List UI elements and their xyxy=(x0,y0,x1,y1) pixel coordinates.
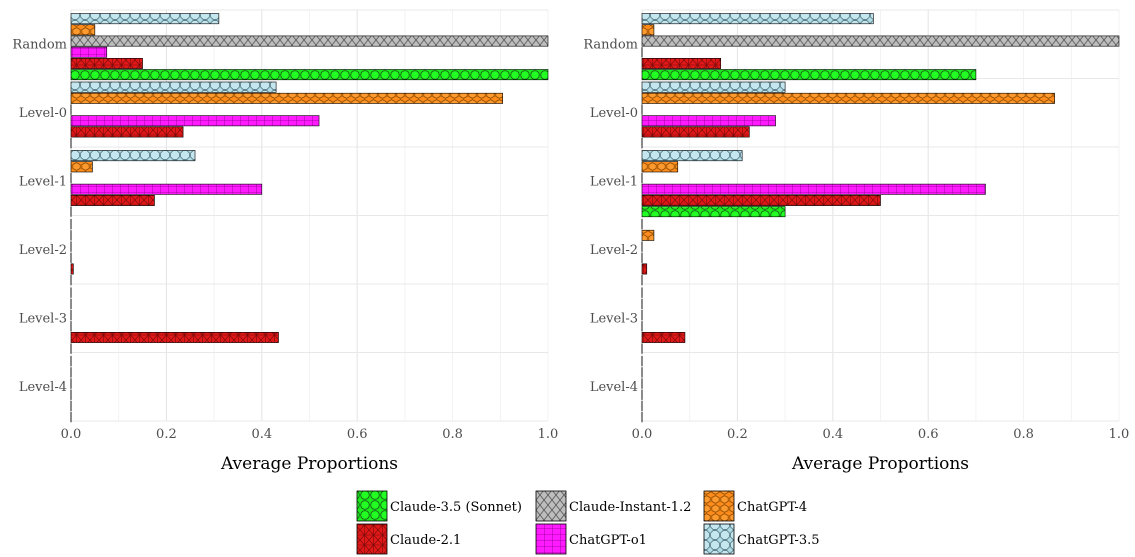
bar-claude-2-1-level-1 xyxy=(70,195,155,206)
category-label: Level-3 xyxy=(590,311,638,326)
bar-claude-2-1-level-1 xyxy=(641,195,881,206)
legend-label: ChatGPT-o1 xyxy=(569,533,647,548)
bar-chatgpt-4-level-1 xyxy=(70,161,93,173)
category-label: Level-0 xyxy=(19,106,67,121)
legend-label: ChatGPT-3.5 xyxy=(737,533,820,548)
chart-panel-1: Random Level-0 Level-1 Level-2 Level-3 Level-… xyxy=(12,9,559,474)
x-tick-label: 0.8 xyxy=(1013,427,1034,442)
bar-chatgpt-4-level-2 xyxy=(641,229,655,241)
chart-panel-2: Random Level-0 Level-1 Level-2 Level-3 Level-… xyxy=(583,9,1130,474)
legend-item-chatgpt-3-5: ChatGPT-3.5 xyxy=(703,523,820,555)
legend-item-claude-2-1: Claude-2.1 xyxy=(356,523,461,555)
legend-label: Claude-Instant-1.2 xyxy=(569,500,691,515)
bar-chatgpt-3-5-level-1 xyxy=(70,150,196,162)
bar-chatgpt-4-level-0 xyxy=(70,92,503,104)
bar-claude-3-5-sonnet-random xyxy=(70,69,549,81)
legend-label: Claude-2.1 xyxy=(390,533,461,548)
category-label: Level-2 xyxy=(19,243,67,258)
x-tick-label: 0.2 xyxy=(156,427,177,442)
bar-claude-2-1-level-0 xyxy=(70,126,184,138)
bar-chatgpt-o1-level-1 xyxy=(641,183,986,195)
x-tick-label: 1.0 xyxy=(538,427,559,442)
category-label: Level-0 xyxy=(590,106,638,121)
bar-claude-2-1-level-2 xyxy=(641,263,648,275)
legend-label: ChatGPT-4 xyxy=(737,500,807,515)
category-label: Level-4 xyxy=(590,380,638,395)
x-tick-label: 0.0 xyxy=(632,427,653,442)
category-label: Level-1 xyxy=(19,174,67,189)
x-tick-label: 1.0 xyxy=(1109,427,1130,442)
category-label: Random xyxy=(583,37,638,52)
x-tick-label: 0.8 xyxy=(442,427,463,442)
bar-chatgpt-3-5-random xyxy=(70,13,220,25)
bar-chatgpt-4-random xyxy=(70,24,96,36)
x-axis-title: Average Proportions xyxy=(220,454,398,474)
x-tick-label: 0.6 xyxy=(347,427,368,442)
bar-claude-2-1-random xyxy=(70,57,143,69)
bar-chatgpt-o1-level-0 xyxy=(70,115,320,127)
bar-chatgpt-3-5-level-0 xyxy=(641,81,786,93)
legend-swatch xyxy=(356,523,388,555)
legend-item-claude-3-5-sonnet: Claude-3.5 (Sonnet) xyxy=(356,490,522,522)
legend-item-chatgpt-4: ChatGPT-4 xyxy=(703,490,807,522)
legend: Claude-3.5 (Sonnet) Claude-Instant-1.2 Cha… xyxy=(356,490,820,555)
bar-chatgpt-o1-level-0 xyxy=(641,115,776,127)
bar-chatgpt-4-random xyxy=(641,24,655,36)
bar-claude-instant-1-2-random xyxy=(70,35,549,47)
category-label: Level-3 xyxy=(19,311,67,326)
x-tick-label: 0.4 xyxy=(251,427,272,442)
bar-chatgpt-3-5-level-1 xyxy=(641,150,743,162)
legend-swatch xyxy=(535,523,567,555)
bar-claude-2-1-level-2 xyxy=(70,263,74,275)
bar-chatgpt-3-5-random xyxy=(641,13,874,25)
legend-item-chatgpt-o1: ChatGPT-o1 xyxy=(535,523,647,555)
bar-claude-2-1-random xyxy=(641,57,722,69)
bar-claude-2-1-level-3 xyxy=(70,331,279,343)
bar-chatgpt-o1-level-1 xyxy=(70,183,263,195)
legend-swatch xyxy=(356,490,388,522)
category-label: Level-2 xyxy=(590,243,638,258)
legend-swatch xyxy=(703,490,735,522)
bar-claude-2-1-level-0 xyxy=(641,126,750,138)
legend-swatch xyxy=(703,523,735,555)
x-tick-label: 0.4 xyxy=(822,427,843,442)
bar-chatgpt-3-5-level-0 xyxy=(70,81,277,93)
x-tick-label: 0.6 xyxy=(918,427,939,442)
x-tick-label: 0.2 xyxy=(727,427,748,442)
bar-claude-instant-1-2-random xyxy=(641,35,1120,47)
bar-chatgpt-o1-random xyxy=(70,46,108,58)
bar-claude-2-1-level-3 xyxy=(641,331,686,343)
chart-panels: Random Level-0 Level-1 Level-2 Level-3 Level-… xyxy=(12,9,1130,474)
legend-label: Claude-3.5 (Sonnet) xyxy=(390,500,522,515)
x-tick-label: 0.0 xyxy=(61,427,82,442)
bar-claude-3-5-sonnet-random xyxy=(641,69,977,81)
bar-claude-3-5-sonnet-level-1 xyxy=(641,206,786,218)
category-label: Level-4 xyxy=(19,380,67,395)
bar-chatgpt-4-level-0 xyxy=(641,92,1055,104)
category-label: Random xyxy=(12,37,67,52)
x-axis-title: Average Proportions xyxy=(791,454,969,474)
legend-swatch xyxy=(535,490,567,522)
category-label: Level-1 xyxy=(590,174,638,189)
legend-item-claude-instant-1-2: Claude-Instant-1.2 xyxy=(535,490,691,522)
bar-chatgpt-4-level-1 xyxy=(641,161,679,173)
